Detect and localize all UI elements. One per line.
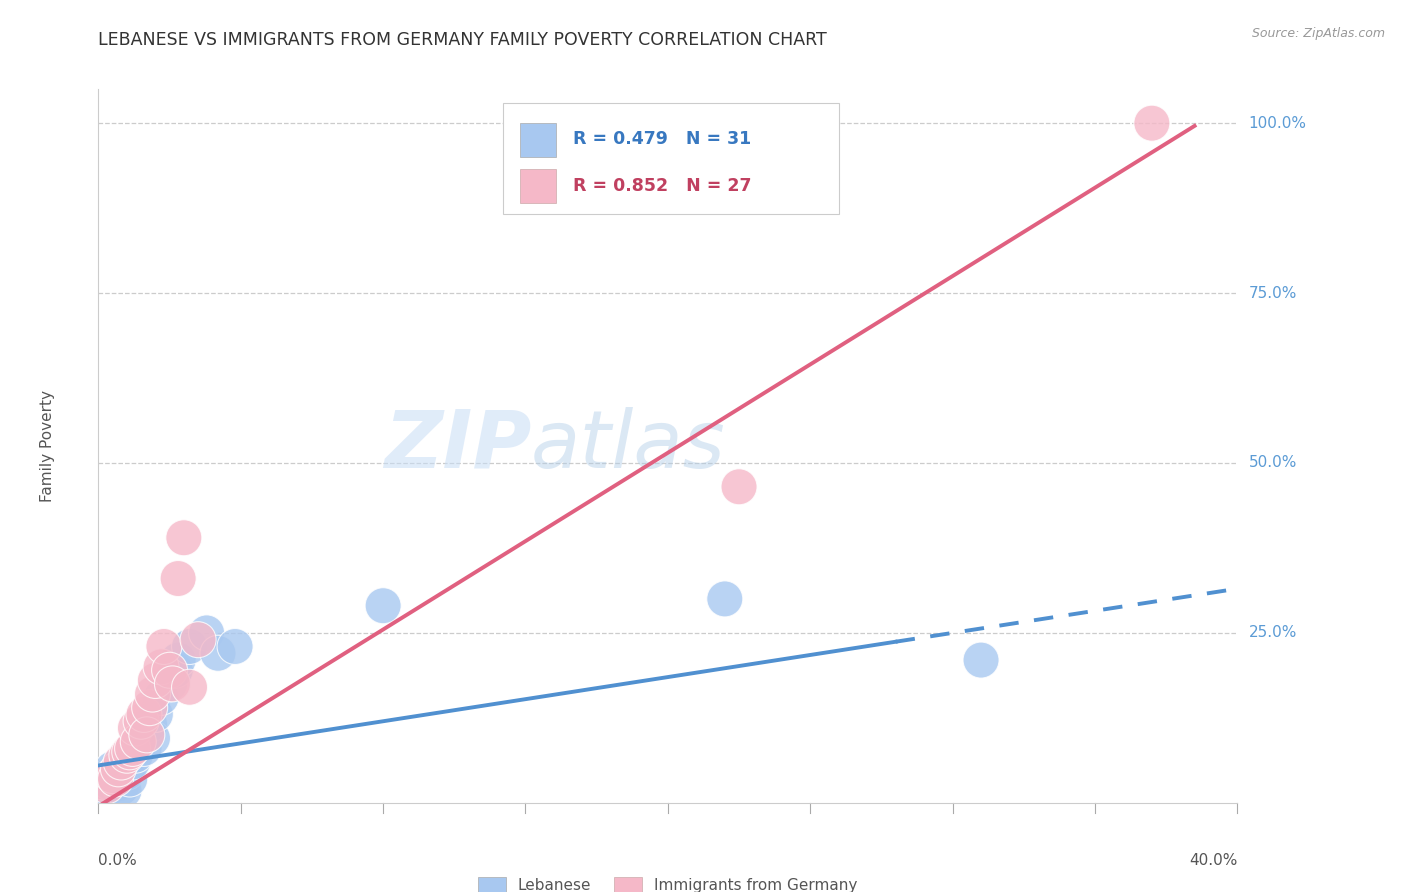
Ellipse shape <box>124 723 159 760</box>
Ellipse shape <box>94 757 131 794</box>
Ellipse shape <box>121 723 156 760</box>
Ellipse shape <box>180 622 217 657</box>
Ellipse shape <box>91 757 128 794</box>
Ellipse shape <box>143 680 179 715</box>
Ellipse shape <box>108 737 145 773</box>
Text: LEBANESE VS IMMIGRANTS FROM GERMANY FAMILY POVERTY CORRELATION CHART: LEBANESE VS IMMIGRANTS FROM GERMANY FAMI… <box>98 31 827 49</box>
Ellipse shape <box>129 717 165 753</box>
Ellipse shape <box>135 720 170 756</box>
Ellipse shape <box>100 765 136 802</box>
Ellipse shape <box>200 635 236 672</box>
Ellipse shape <box>135 676 170 712</box>
Text: 100.0%: 100.0% <box>1249 116 1306 131</box>
Text: 75.0%: 75.0% <box>1249 285 1296 301</box>
Text: 25.0%: 25.0% <box>1249 625 1296 640</box>
Ellipse shape <box>86 768 122 804</box>
Ellipse shape <box>155 665 190 702</box>
Ellipse shape <box>146 629 181 665</box>
Text: 50.0%: 50.0% <box>1249 456 1296 470</box>
Ellipse shape <box>89 772 125 807</box>
Bar <box>520 123 557 157</box>
Text: Source: ZipAtlas.com: Source: ZipAtlas.com <box>1251 27 1385 40</box>
Ellipse shape <box>217 629 253 665</box>
Text: atlas: atlas <box>531 407 725 485</box>
Ellipse shape <box>97 761 134 797</box>
Ellipse shape <box>127 731 162 766</box>
Ellipse shape <box>100 751 136 787</box>
FancyBboxPatch shape <box>503 103 839 214</box>
Ellipse shape <box>152 665 187 702</box>
Ellipse shape <box>83 761 120 797</box>
Ellipse shape <box>114 731 150 766</box>
Ellipse shape <box>138 697 173 732</box>
Ellipse shape <box>143 648 179 685</box>
Ellipse shape <box>111 761 148 797</box>
Ellipse shape <box>86 764 122 800</box>
Ellipse shape <box>366 588 401 624</box>
Text: R = 0.852   N = 27: R = 0.852 N = 27 <box>574 177 752 194</box>
Ellipse shape <box>103 744 139 780</box>
Ellipse shape <box>160 642 197 678</box>
Ellipse shape <box>132 706 167 743</box>
Ellipse shape <box>91 764 128 800</box>
Ellipse shape <box>160 560 197 597</box>
Ellipse shape <box>963 642 1000 678</box>
Ellipse shape <box>166 520 202 556</box>
Ellipse shape <box>105 772 142 808</box>
Ellipse shape <box>124 703 159 739</box>
Bar <box>520 169 557 203</box>
Ellipse shape <box>188 615 225 651</box>
Ellipse shape <box>108 755 145 790</box>
Text: 40.0%: 40.0% <box>1189 853 1237 868</box>
Ellipse shape <box>172 629 208 665</box>
Text: ZIP: ZIP <box>384 407 531 485</box>
Ellipse shape <box>118 710 153 746</box>
Ellipse shape <box>103 770 139 805</box>
Ellipse shape <box>138 663 173 698</box>
Ellipse shape <box>111 734 148 770</box>
Ellipse shape <box>172 669 208 706</box>
Ellipse shape <box>127 697 162 732</box>
Text: Family Poverty: Family Poverty <box>39 390 55 502</box>
Ellipse shape <box>89 768 125 804</box>
Ellipse shape <box>1133 105 1170 141</box>
Ellipse shape <box>97 759 134 795</box>
Ellipse shape <box>707 581 742 617</box>
Text: 0.0%: 0.0% <box>98 853 138 868</box>
Ellipse shape <box>157 652 193 689</box>
Text: R = 0.479   N = 31: R = 0.479 N = 31 <box>574 130 752 148</box>
Ellipse shape <box>721 469 756 505</box>
Legend: Lebanese, Immigrants from Germany: Lebanese, Immigrants from Germany <box>472 871 863 892</box>
Ellipse shape <box>152 652 187 689</box>
Ellipse shape <box>132 690 167 726</box>
Ellipse shape <box>114 744 150 780</box>
Ellipse shape <box>94 751 131 787</box>
Ellipse shape <box>118 737 153 773</box>
Ellipse shape <box>129 717 165 753</box>
